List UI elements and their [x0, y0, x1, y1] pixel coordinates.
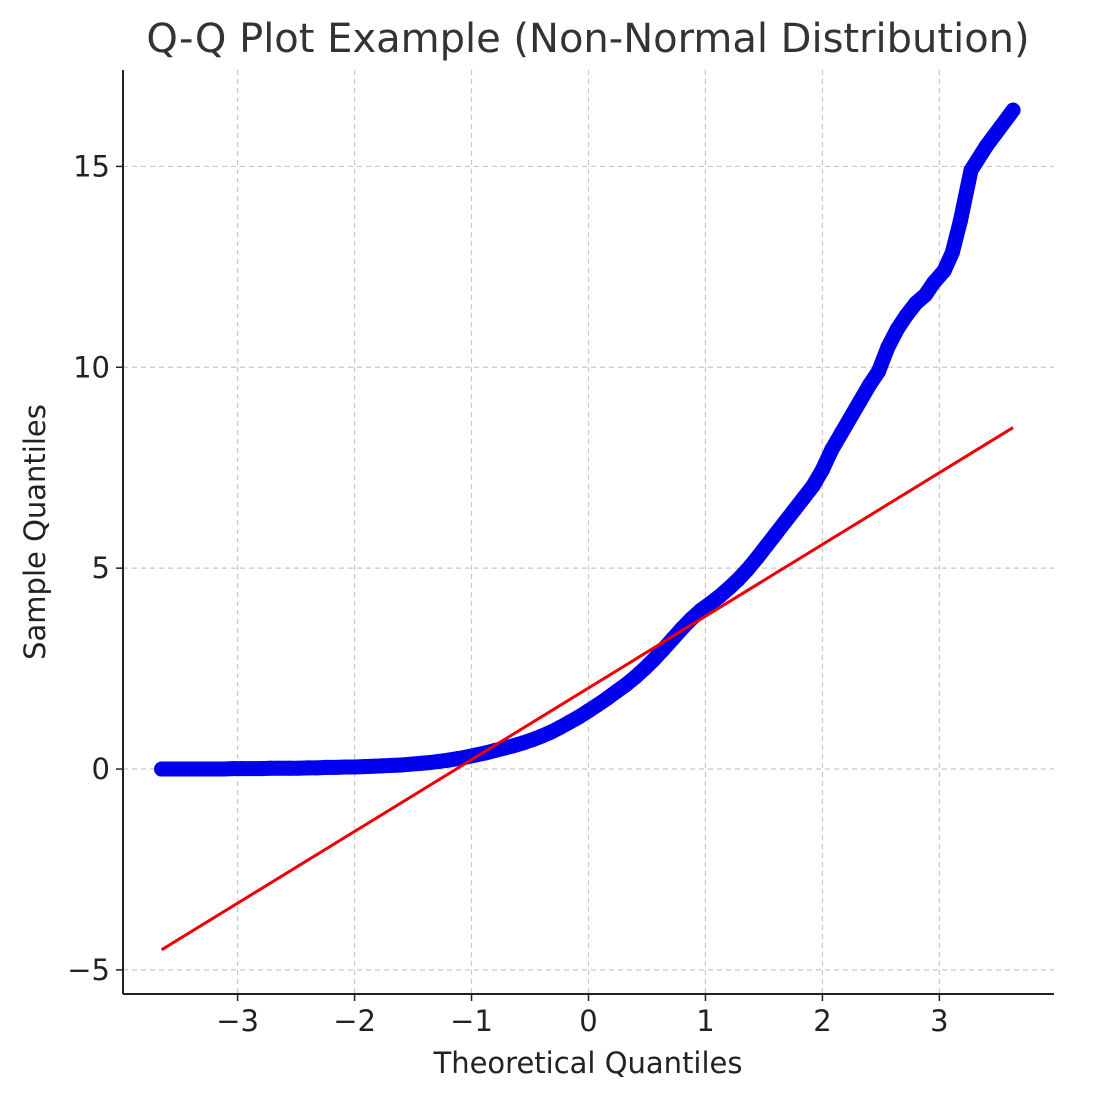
chart-title: Q-Q Plot Example (Non-Normal Distributio…	[146, 16, 1029, 62]
y-tick-label: −5	[67, 953, 110, 987]
scatter-point	[646, 651, 662, 667]
scatter-points	[154, 102, 1021, 777]
y-axis-label: Sample Quantiles	[18, 404, 52, 660]
scatter-point	[926, 275, 942, 291]
x-tick-label: 0	[579, 1004, 597, 1038]
scatter-point	[1005, 102, 1021, 118]
scatter-point	[824, 442, 840, 458]
scatter-point	[721, 580, 737, 596]
scatter-point-band	[154, 102, 1021, 777]
scatter-point	[182, 761, 198, 777]
y-tick-label: 15	[73, 149, 110, 183]
scatter-point	[805, 478, 821, 494]
scatter-point	[758, 538, 774, 554]
x-axis-label: Theoretical Quantiles	[432, 1046, 742, 1080]
y-tick-label: 5	[92, 551, 110, 585]
scatter-point	[861, 377, 877, 393]
x-tick-label: −1	[450, 1004, 493, 1038]
scatter-point	[740, 561, 756, 577]
reference-line	[160, 426, 1014, 952]
scatter-point	[944, 245, 960, 261]
grid	[123, 70, 1054, 994]
scatter-point	[814, 462, 830, 478]
scatter-point	[154, 761, 170, 777]
scatter-point	[796, 490, 812, 506]
scatter-point	[842, 410, 858, 426]
scatter-point	[889, 321, 905, 337]
scatter-point	[917, 287, 933, 303]
reference-line-layer	[160, 426, 1014, 952]
scatter-point	[852, 393, 868, 409]
scatter-point	[871, 363, 887, 379]
scatter-point	[768, 526, 784, 542]
x-tick-label: −2	[333, 1004, 376, 1038]
x-tick-label: 3	[930, 1004, 948, 1038]
scatter-point	[899, 307, 915, 323]
scatter-point	[777, 514, 793, 530]
x-tick-label: 1	[696, 1004, 714, 1038]
scatter-point	[786, 502, 802, 518]
scatter-point	[963, 162, 979, 178]
y-tick-label: 10	[73, 350, 110, 384]
scatter-point	[880, 339, 896, 355]
scatter-point	[730, 571, 746, 587]
scatter-point	[978, 138, 994, 154]
scatter-point	[196, 761, 212, 777]
scatter-point	[833, 426, 849, 442]
x-tick-label: 2	[813, 1004, 831, 1038]
scatter-point	[936, 263, 952, 279]
scatter-point	[952, 213, 968, 229]
x-tick-label: −3	[216, 1004, 259, 1038]
scatter-point	[637, 661, 653, 677]
ticks: −3 −2 −1 0 1 2 3 −5 0 5 10 15	[67, 149, 948, 1038]
y-tick-label: 0	[92, 752, 110, 786]
scatter-point	[749, 550, 765, 566]
